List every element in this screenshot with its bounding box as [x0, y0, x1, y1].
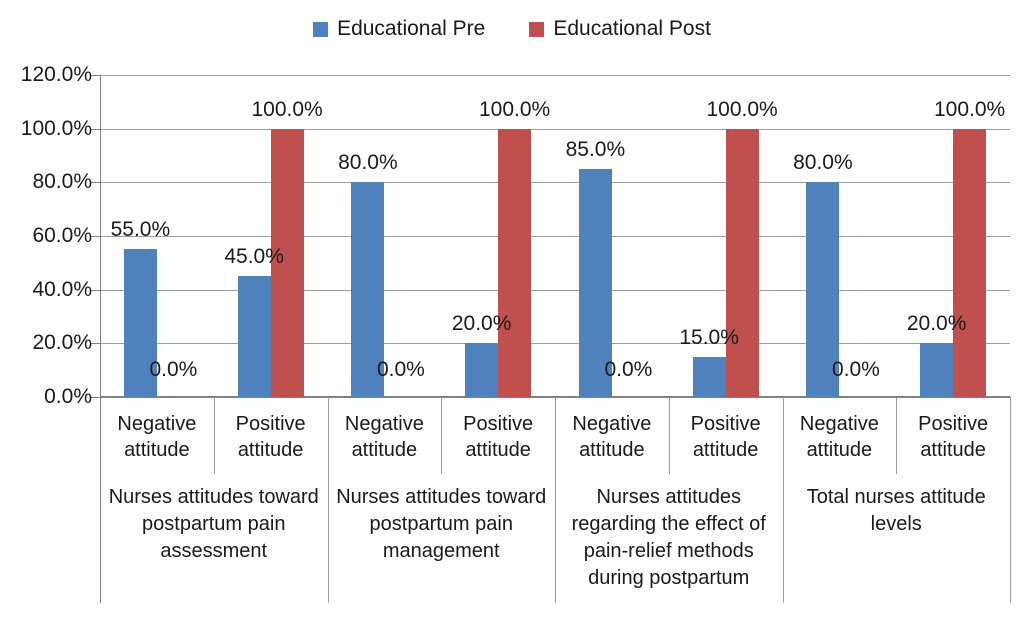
x-subcategory-label: Negative attitude [799, 412, 879, 461]
bar-pre [806, 182, 840, 397]
y-axis-tick-icon [91, 182, 100, 183]
y-tick-label: 0.0% [44, 385, 92, 408]
bar-pre [692, 356, 726, 397]
gridline [100, 290, 1010, 291]
bar-post [270, 128, 304, 397]
y-axis-tick-icon [91, 236, 100, 237]
subcategory-divider [668, 398, 670, 474]
y-tick-label: 120.0% [20, 63, 92, 86]
bar-value-label: 80.0% [338, 151, 398, 175]
y-axis-tick-icon [91, 290, 100, 291]
subcategory-divider [441, 398, 443, 474]
bar-value-label: 100.0% [251, 97, 323, 121]
bar-value-label: 55.0% [110, 218, 171, 242]
x-group-label: Total nurses attitude levels [806, 486, 986, 535]
bar-value-label: 20.0% [906, 312, 967, 336]
subcategory-divider [213, 398, 215, 474]
legend-label-post: Educational Post [553, 17, 711, 40]
x-subcategory-label: Negative attitude [344, 412, 424, 461]
chart-legend: Educational Pre Educational Post [0, 16, 1024, 42]
bar-post [953, 128, 987, 397]
bar-value-label: 0.0% [831, 358, 880, 381]
legend-item-educational-post: Educational Post [529, 16, 711, 42]
bar-value-label: 45.0% [224, 245, 284, 269]
bar-pre [351, 182, 385, 397]
y-tick-label: 60.0% [32, 224, 92, 247]
legend-swatch-post-icon [529, 21, 545, 37]
group-divider [555, 397, 556, 603]
x-group-label: Nurses attitudes toward postpartum pain … [108, 486, 319, 562]
x-group-label: Nurses attitudes regarding the effect of… [571, 486, 766, 589]
y-tick-label: 100.0% [20, 117, 92, 140]
bar-post [725, 128, 759, 397]
x-subcategory-label: Negative attitude [572, 412, 652, 461]
bar-post [498, 128, 532, 397]
bar-value-label: 0.0% [376, 358, 425, 381]
gridline [100, 182, 1010, 183]
bar-value-label: 80.0% [793, 151, 853, 175]
legend-swatch-pre-icon [313, 21, 329, 37]
group-divider [783, 397, 784, 603]
bar-value-label: 20.0% [451, 312, 512, 336]
group-divider [328, 397, 329, 603]
subcategory-divider [896, 398, 898, 474]
x-group-label: Nurses attitudes toward postpartum pain … [336, 486, 547, 562]
x-subcategory-label: Positive attitude [463, 412, 534, 461]
y-tick-label: 40.0% [32, 278, 92, 301]
bar-pre [578, 168, 612, 397]
gridline [100, 343, 1010, 344]
x-subcategory-label: Positive attitude [235, 412, 306, 461]
x-subcategory-label: Negative attitude [117, 412, 197, 461]
bar-value-label: 85.0% [565, 137, 626, 161]
bar-pre [123, 249, 157, 397]
legend-item-educational-pre: Educational Pre [313, 16, 485, 42]
gridline [100, 75, 1010, 76]
y-axis-tick-icon [91, 343, 100, 344]
bar-value-label: 100.0% [934, 97, 1006, 121]
bar-value-label: 100.0% [706, 97, 778, 121]
gridline [100, 236, 1010, 237]
x-subcategory-label: Positive attitude [690, 412, 761, 461]
group-divider [1010, 397, 1011, 603]
legend-label-pre: Educational Pre [337, 17, 486, 40]
y-axis-tick-icon [91, 397, 100, 398]
y-axis-line [100, 75, 101, 603]
bar-value-label: 0.0% [149, 358, 198, 381]
y-axis-tick-icon [91, 129, 100, 130]
bar-pre [465, 343, 499, 397]
bar-value-label: 100.0% [479, 97, 551, 121]
bar-value-label: 0.0% [604, 358, 653, 381]
bar-value-label: 15.0% [679, 325, 739, 349]
y-tick-label: 80.0% [32, 170, 92, 193]
x-subcategory-label: Positive attitude [918, 412, 989, 461]
bar-pre [920, 343, 954, 397]
bar-pre [237, 276, 271, 397]
y-tick-label: 20.0% [32, 331, 92, 354]
y-axis-tick-icon [91, 75, 100, 76]
gridline [100, 129, 1010, 130]
